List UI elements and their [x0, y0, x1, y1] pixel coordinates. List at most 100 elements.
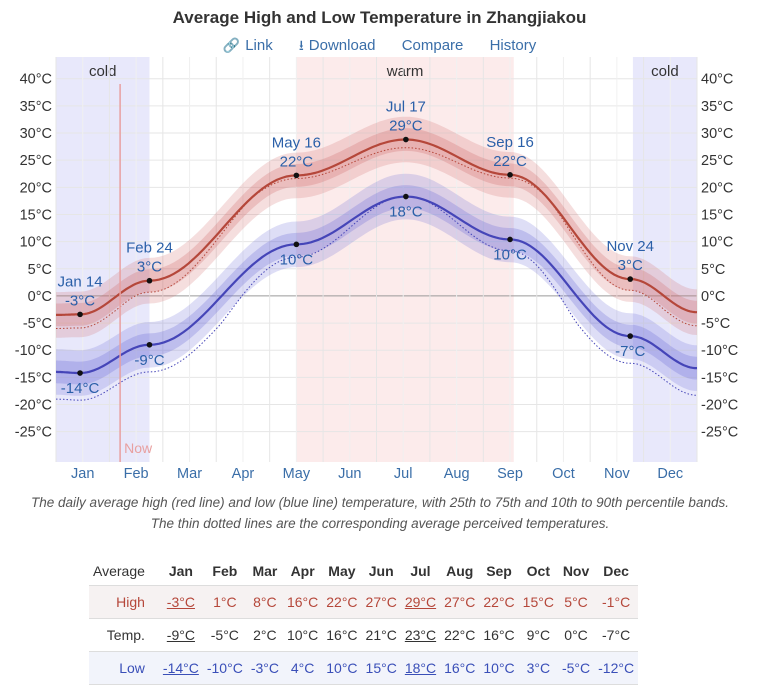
low-annotation-point [146, 341, 153, 348]
y-tick-label-right: 15°C [701, 207, 733, 223]
table-month-header: Nov [562, 562, 590, 579]
annotation-value: 3°C [618, 257, 643, 274]
low-annotation-point [627, 333, 634, 339]
table-cell: 29°C [400, 585, 441, 619]
y-tick-label-left: 5°C [28, 262, 52, 278]
high-annotation-point [627, 276, 634, 282]
table-row-temp: Temp. -9°C -5°C 2°C 10°C 16°C 21°C 23°C 22°C 16°C… [89, 618, 639, 652]
high-annotation-point [507, 172, 513, 178]
table-month-header: Sep [486, 562, 512, 579]
annotation-value: 10°C [280, 251, 314, 268]
annotation-date: Feb 24 [126, 240, 173, 257]
compare-link[interactable]: Compare [401, 37, 464, 54]
y-tick-label-right: -5°C [701, 316, 730, 332]
monthly-averages-table: Average Jan Feb Mar Apr May Jun Jul Aug Sep Oct Nov… [89, 556, 639, 685]
x-tick-label: Nov [604, 466, 631, 482]
annotation-date: May 16 [272, 134, 321, 151]
y-tick-label-right: 25°C [701, 153, 733, 169]
table-cell: 9°C [518, 618, 558, 652]
table-cell: -12°C [594, 651, 639, 685]
download-icon: ⭳ [298, 37, 304, 53]
season-label: warm [386, 63, 424, 80]
table-cell: 22°C [479, 585, 519, 619]
low-temperature-line [56, 195, 697, 375]
table-month-header: Feb [212, 562, 238, 579]
y-tick-label-left: -5°C [23, 316, 52, 332]
season-label: cold [651, 63, 679, 80]
y-tick-label-right: 5°C [701, 262, 725, 278]
y-tick-label-left: -10°C [15, 343, 52, 359]
x-tick-label: Jul [394, 466, 413, 482]
y-tick-label-left: -15°C [15, 370, 52, 386]
table-cell: 16°C [322, 618, 362, 652]
table-cell: 22°C [322, 585, 362, 619]
chart-links: 🔗 Link ⭳ Download Compare History [0, 35, 759, 59]
table-cell: -5°C [557, 651, 595, 685]
table-cell: 8°C [246, 585, 283, 619]
table-cell: -3°C [246, 651, 283, 685]
table-cell: 0°C [557, 618, 595, 652]
y-tick-label-left: 35°C [20, 99, 52, 115]
annotation-value: 22°C [493, 153, 527, 170]
table-cell: 23°C [400, 618, 441, 652]
table-cell: 10°C [322, 651, 362, 685]
x-tick-label: Feb [124, 466, 149, 482]
high-annotation-point [146, 277, 153, 284]
high-band-25-75 [56, 128, 697, 327]
download-label: Download [308, 37, 376, 54]
table-cell: 27°C [440, 585, 480, 619]
y-tick-label-right: 20°C [701, 180, 733, 196]
high-perceived-line [56, 147, 698, 329]
x-tick-label: Jun [338, 466, 361, 482]
chart-caption: The daily average high (red line) and lo… [31, 495, 729, 531]
table-cell: 15°C [361, 651, 401, 685]
annotation-date: Nov 24 [606, 238, 654, 255]
y-tick-label-right: -15°C [701, 370, 738, 386]
table-month-header: Jun [368, 562, 394, 579]
low-annotation-point [77, 370, 83, 376]
temperature-chart: cold warm cold -25°C -25°C -20°C -20°C -15°C -15… [15, 57, 738, 482]
low-annotation-point [507, 236, 513, 243]
y-tick-label-left: 40°C [20, 72, 52, 88]
high-temperature-line [56, 138, 698, 316]
history-link[interactable]: History [489, 37, 537, 54]
annotation-value: 18°C [389, 204, 423, 221]
table-cell: -5°C [202, 618, 247, 652]
table-cell: 5°C [557, 585, 595, 619]
table-header-label: Average [93, 562, 145, 579]
annotation-value: 29°C [389, 118, 423, 135]
x-tick-label: Jan [71, 466, 94, 482]
table-cell: 22°C [440, 618, 480, 652]
x-tick-label: Mar [177, 466, 202, 482]
table-cell: -10°C [202, 651, 247, 685]
low-annotation-point [293, 241, 300, 248]
table-cell: 27°C [361, 585, 401, 619]
table-cell: 3°C [518, 651, 558, 685]
annotation-value: -14°C [61, 380, 100, 397]
table-cell: 2°C [246, 618, 283, 652]
table-row-high: High -3°C 1°C 8°C 16°C 22°C 27°C 29°C 27°C 22°C 15… [89, 585, 639, 619]
y-tick-label-left: -25°C [15, 425, 52, 441]
x-tick-label: Oct [552, 466, 575, 482]
y-tick-label-right: 35°C [701, 99, 733, 115]
low-perceived-line [56, 196, 698, 401]
y-tick-label-right: 0°C [701, 289, 725, 305]
table-month-header: Jan [168, 562, 193, 579]
low-band-10-90 [56, 173, 697, 396]
download-link[interactable]: ⭳ Download [299, 37, 376, 54]
table-cell: -1°C [594, 585, 639, 619]
table-cell: 18°C [400, 651, 441, 685]
annotation-date: Jul 17 [386, 99, 426, 116]
annotation-value: 3°C [137, 259, 162, 276]
y-tick-label-left: -20°C [15, 398, 52, 414]
link-label: Link [245, 37, 273, 54]
y-tick-label-right: 40°C [701, 72, 733, 88]
y-tick-label-right: -25°C [701, 425, 738, 441]
table-cell: 4°C [282, 651, 323, 685]
link-link[interactable]: 🔗 Link [223, 37, 273, 54]
table-cell: 16°C [282, 585, 323, 619]
chart-title: Average High and Low Temperature in Zhan… [172, 8, 587, 27]
table-cell: 16°C [440, 651, 480, 685]
table-cell: 16°C [479, 618, 519, 652]
x-tick-label: Sep [497, 466, 523, 482]
